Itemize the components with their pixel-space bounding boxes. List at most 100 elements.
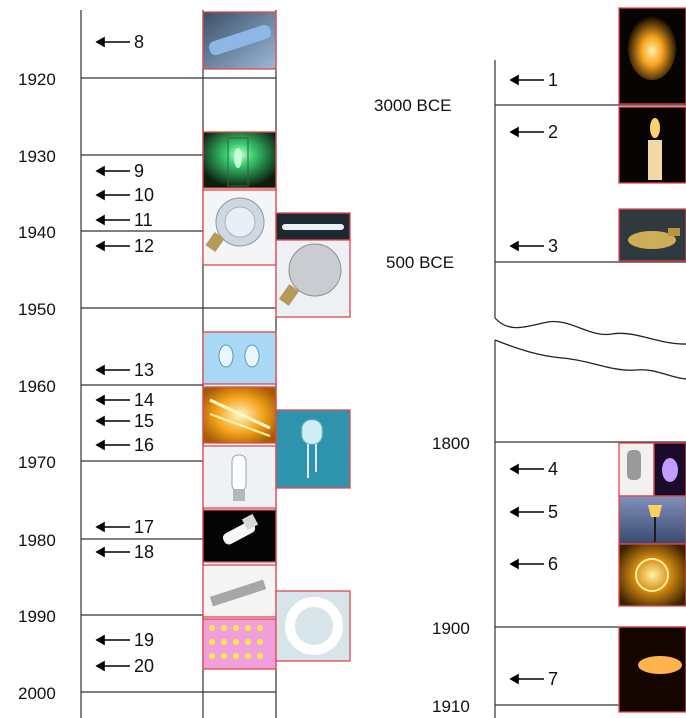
arrow-7 (509, 673, 544, 685)
arc-lamp-icon (627, 450, 641, 480)
arrow-6 (509, 558, 544, 570)
arrow-19 (95, 634, 130, 646)
ballast-icon (209, 579, 267, 607)
marker-number: 7 (548, 669, 559, 689)
marker-number: 11 (134, 210, 153, 230)
arrow-20 (95, 660, 130, 672)
led-icon (301, 419, 323, 445)
arrow-1 (509, 74, 544, 86)
arrow-12 (95, 240, 130, 252)
era-label: 1900 (432, 619, 470, 638)
right-era-rules (495, 104, 686, 706)
marker-number: 1 (548, 70, 559, 90)
carbon-filament-bulb-icon (635, 558, 669, 592)
marker-number: 8 (134, 32, 145, 52)
thumb-carbon-filament (618, 543, 686, 607)
marker-number: 6 (548, 554, 559, 574)
marker-number: 14 (134, 390, 155, 410)
marker-number: 20 (134, 656, 155, 676)
arrow-17 (95, 521, 130, 533)
blue-tube-lamp-icon (208, 25, 272, 55)
arrow-2 (509, 126, 544, 138)
marker-number: 9 (134, 161, 145, 181)
thumb-purple-lamp (653, 442, 686, 497)
arrow-11 (95, 214, 130, 226)
year-label: 1960 (18, 377, 56, 396)
purple-lamp-icon (662, 458, 678, 482)
thumb-arc-lamp (618, 442, 655, 497)
year-label: 2000 (18, 684, 56, 703)
marker-number: 16 (134, 435, 155, 455)
thumb-led (275, 409, 351, 489)
arrow-3 (509, 240, 544, 252)
year-label: 1950 (18, 300, 56, 319)
thumb-blue-tube (202, 11, 277, 70)
arrow-4 (509, 463, 544, 475)
thumb-led-panel (202, 618, 277, 670)
arrow-9 (95, 165, 130, 177)
gas-street-lamp-icon (648, 505, 662, 517)
marker-number: 13 (134, 360, 155, 380)
thumb-tungsten-filament (618, 626, 686, 713)
marker-number: 5 (548, 502, 559, 522)
arrow-18 (95, 546, 130, 558)
thumb-fluorescent-tube (275, 212, 351, 241)
thumb-candle (618, 106, 686, 184)
thumb-green-glow (202, 131, 277, 189)
tungsten-filament-icon (638, 656, 682, 674)
arrow-16 (95, 439, 130, 451)
arrow-13 (95, 364, 130, 376)
time-break-upper-wave (494, 317, 686, 345)
circular-tube-icon (285, 597, 343, 655)
marker-number: 10 (134, 185, 155, 205)
marker-number: 4 (548, 459, 559, 479)
era-label: 1800 (432, 434, 470, 453)
year-label: 1940 (18, 223, 56, 242)
right-arrows (509, 74, 544, 685)
mini-bulbs-icon (218, 344, 234, 368)
fire-icon (628, 16, 676, 80)
marker-number: 17 (134, 517, 155, 537)
thumb-gas-street-lamp (618, 495, 686, 545)
year-label: 1920 (18, 70, 56, 89)
era-label: 3000 BCE (374, 96, 452, 115)
arrow-14 (95, 394, 130, 406)
arrow-8 (95, 36, 130, 48)
thumb-ballast (202, 564, 277, 618)
thumb-mini-bulbs (202, 331, 277, 385)
thumb-circular-tube (275, 590, 351, 662)
thumb-cfl (202, 509, 277, 563)
marker-number: 2 (548, 122, 559, 142)
marker-number: 19 (134, 630, 155, 650)
year-label: 1930 (18, 147, 56, 166)
thumb-reflector (202, 189, 277, 266)
year-label: 1980 (18, 531, 56, 550)
left-year-rules (81, 77, 276, 693)
green-glow-lamp-icon (234, 148, 242, 168)
marker-number: 3 (548, 236, 559, 256)
left-arrows (95, 36, 130, 672)
par-lamp-icon (288, 243, 342, 297)
marker-number: 12 (134, 236, 155, 256)
arrow-15 (95, 415, 130, 427)
thumb-halogen-glow (202, 386, 277, 444)
era-label: 1910 (432, 697, 470, 716)
halogen-glow-icon (209, 398, 271, 430)
time-break-lower-wave (494, 339, 686, 380)
year-label: 1970 (18, 453, 56, 472)
thumb-par-lamp (275, 239, 351, 318)
thumb-hid-lamp (202, 445, 277, 509)
marker-number: 15 (134, 411, 155, 431)
arrow-5 (509, 506, 544, 518)
fluorescent-tube-icon (282, 224, 344, 230)
oil-lamp-icon (628, 231, 676, 249)
year-label: 1990 (18, 607, 56, 626)
candle-icon (650, 118, 660, 138)
era-label: 500 BCE (386, 253, 455, 272)
hid-lamp-icon (231, 454, 247, 492)
right-timeline (494, 60, 686, 718)
marker-number: 18 (134, 542, 155, 562)
led-panel-icon (209, 625, 263, 659)
